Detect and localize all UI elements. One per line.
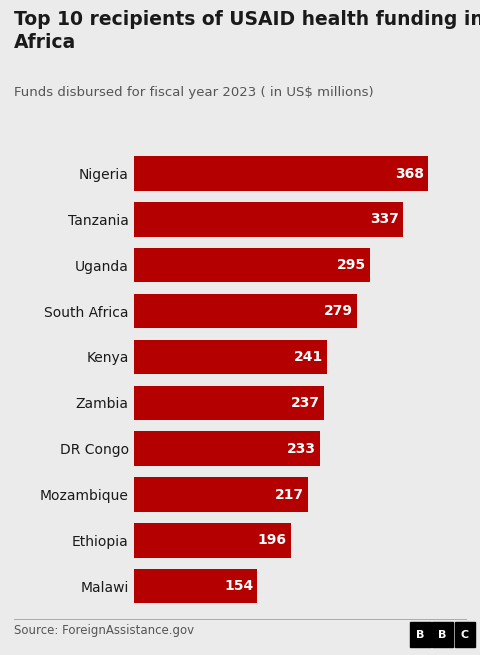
Text: 237: 237 — [290, 396, 320, 410]
Text: 337: 337 — [371, 212, 399, 227]
Bar — [134, 202, 403, 236]
Text: Funds disbursed for fiscal year 2023 ( in US$ millions): Funds disbursed for fiscal year 2023 ( i… — [14, 86, 374, 100]
Text: 241: 241 — [293, 350, 323, 364]
Bar — [134, 248, 370, 282]
Text: B: B — [416, 629, 425, 640]
Text: 233: 233 — [288, 441, 316, 456]
Bar — [134, 386, 324, 420]
Text: 368: 368 — [395, 166, 424, 181]
Bar — [134, 477, 308, 512]
Text: 196: 196 — [258, 533, 287, 548]
Text: B: B — [438, 629, 447, 640]
Text: 279: 279 — [324, 304, 353, 318]
Bar — [134, 569, 257, 603]
Bar — [134, 157, 428, 191]
Text: 154: 154 — [224, 579, 253, 593]
Bar — [134, 340, 327, 374]
Bar — [134, 523, 291, 557]
Text: Top 10 recipients of USAID health funding in
Africa: Top 10 recipients of USAID health fundin… — [14, 10, 480, 52]
Text: 295: 295 — [336, 258, 366, 272]
Text: 217: 217 — [275, 487, 303, 502]
Bar — [134, 294, 357, 328]
Text: C: C — [461, 629, 468, 640]
Text: Source: ForeignAssistance.gov: Source: ForeignAssistance.gov — [14, 624, 194, 637]
Bar — [134, 432, 320, 466]
